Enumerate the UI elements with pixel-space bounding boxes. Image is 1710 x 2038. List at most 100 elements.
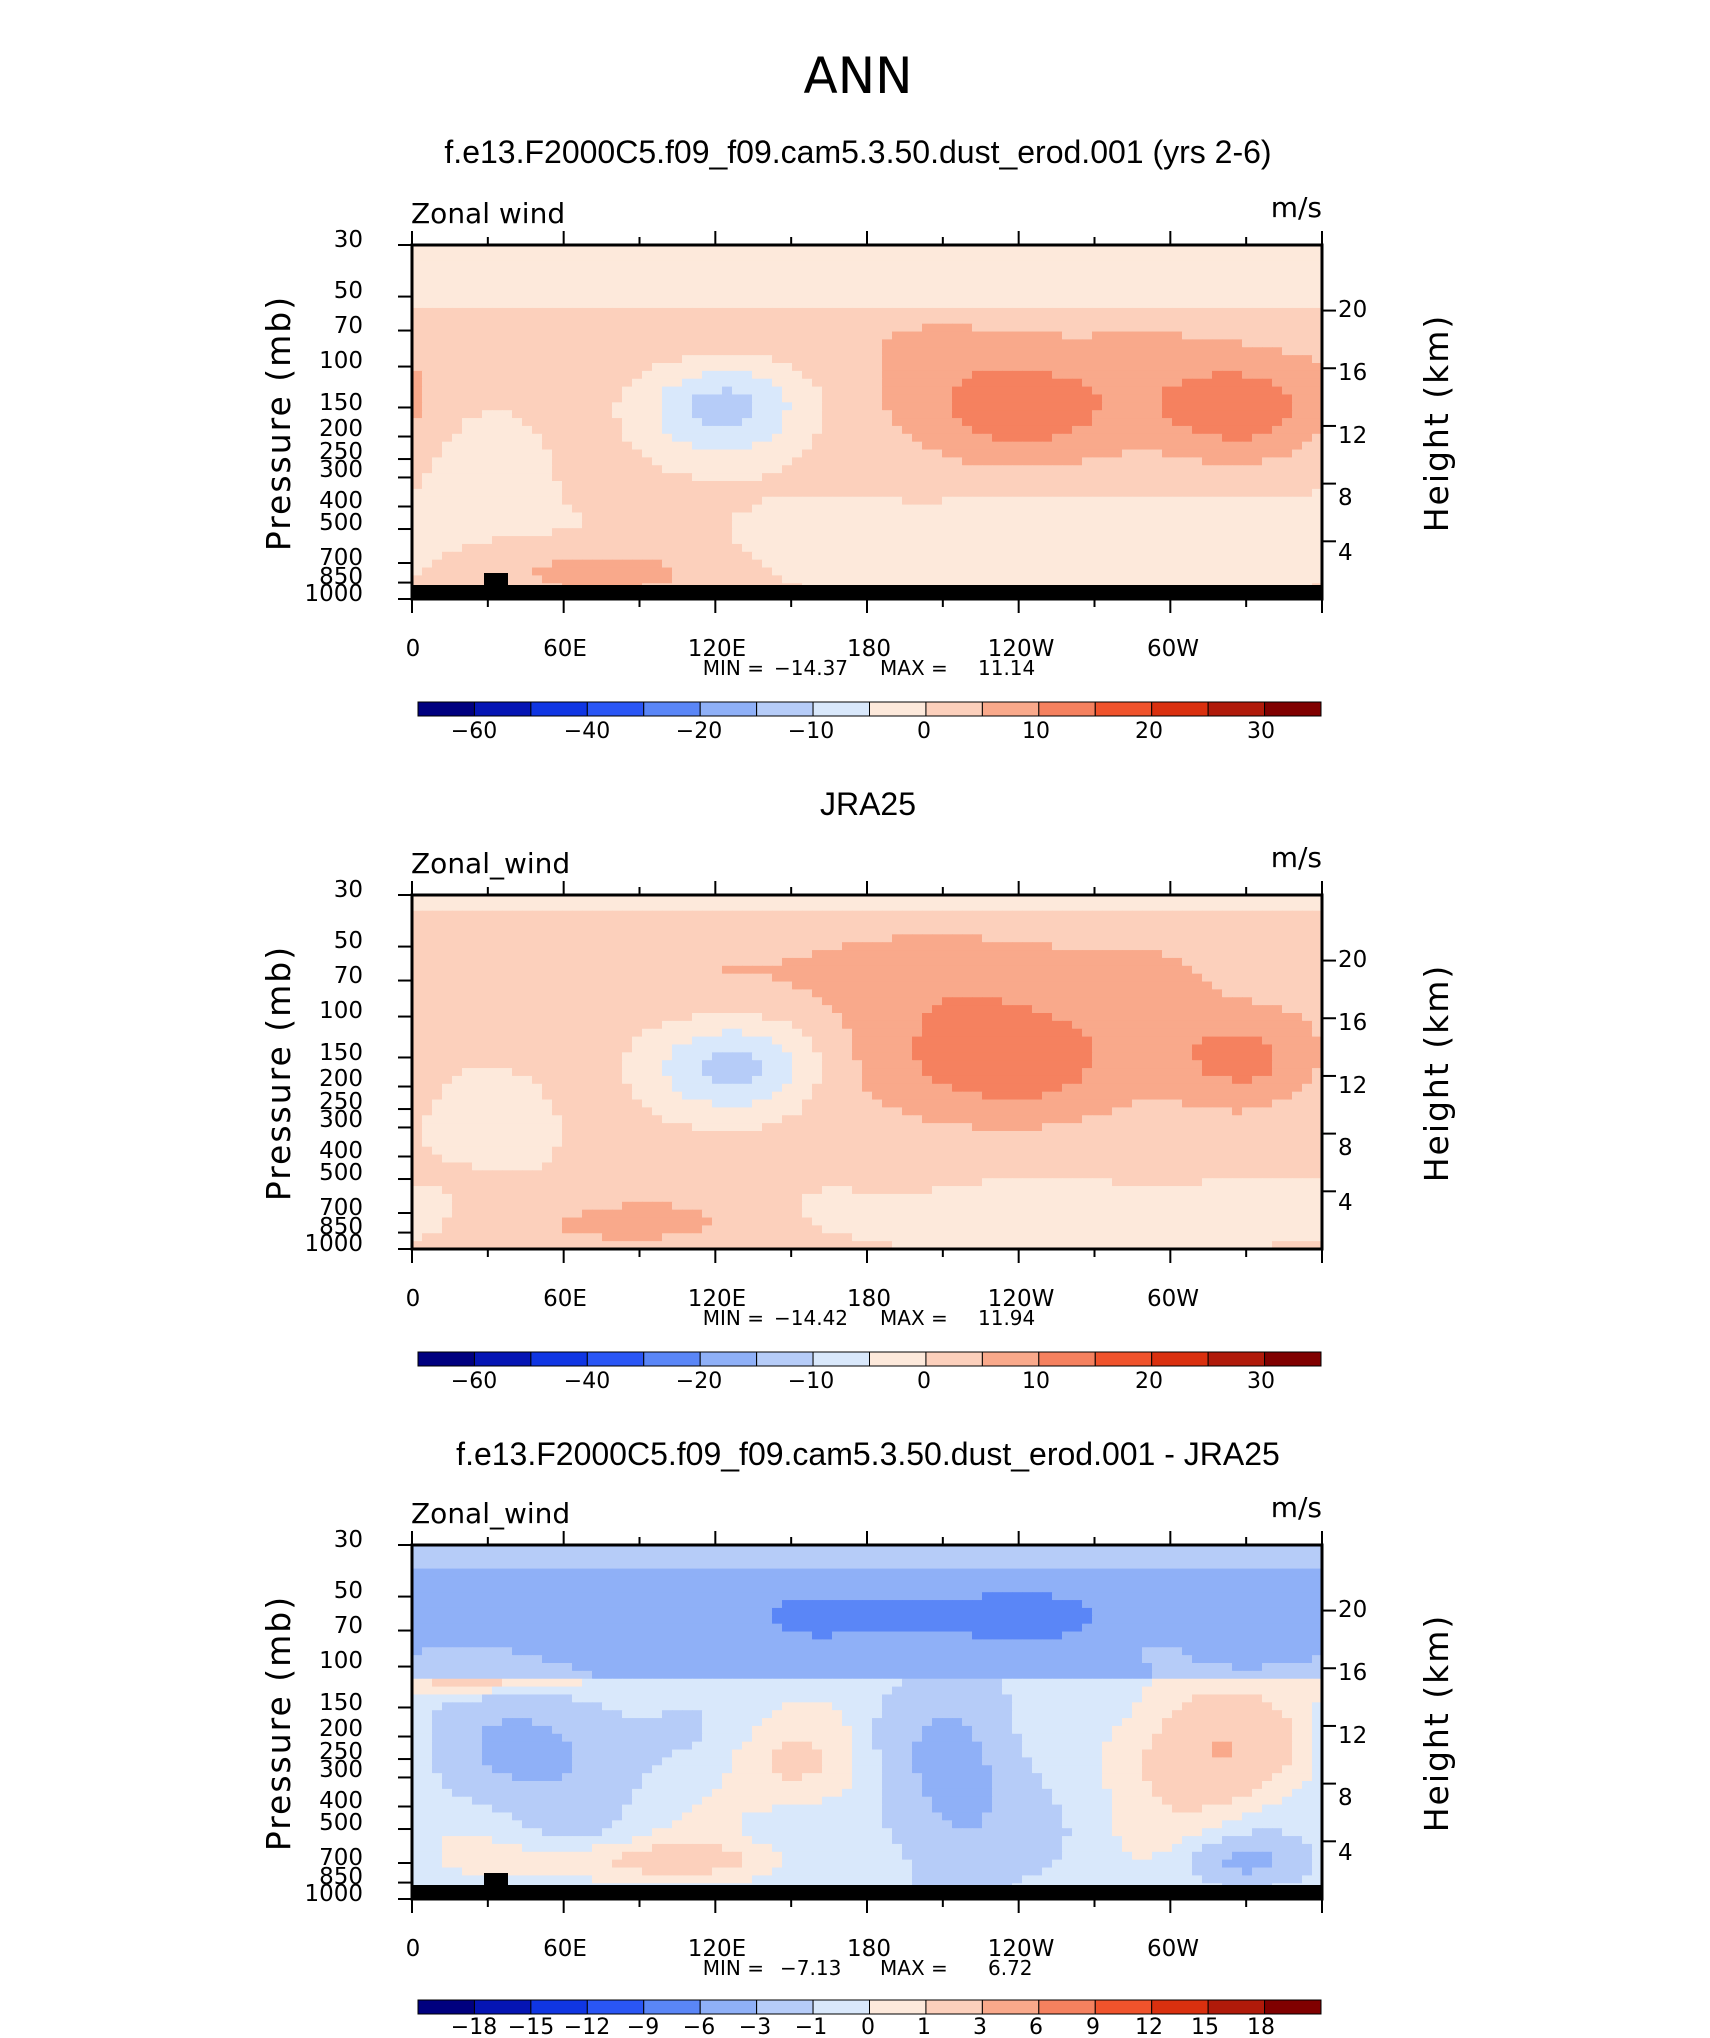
field-cell	[412, 433, 423, 443]
field-cell	[1262, 934, 1273, 943]
field-cell	[732, 245, 743, 254]
field-cell	[1102, 449, 1113, 458]
field-cell	[1242, 950, 1253, 959]
field-cell	[622, 284, 633, 293]
field-cell	[822, 441, 833, 451]
panel-title: JRA25	[820, 786, 916, 822]
field-cell	[642, 339, 653, 348]
field-cell	[492, 528, 503, 537]
field-cell	[1252, 575, 1263, 584]
field-cell	[522, 425, 533, 435]
field-cell	[462, 465, 473, 474]
field-cell	[432, 292, 443, 301]
field-cell	[652, 331, 663, 340]
field-cell	[522, 449, 533, 458]
field-cell	[482, 496, 493, 506]
field-cell	[902, 315, 913, 325]
field-cell	[862, 957, 873, 967]
field-cell	[1212, 355, 1223, 364]
field-cell	[1042, 402, 1053, 411]
field-cell	[1312, 386, 1323, 396]
field-cell	[1232, 950, 1243, 959]
field-cell	[1082, 473, 1093, 482]
field-cell	[872, 504, 883, 514]
field-cell	[932, 300, 943, 309]
field-cell	[1112, 496, 1123, 506]
field-cell	[1272, 942, 1283, 951]
field-cell	[892, 957, 903, 967]
field-cell	[622, 315, 633, 325]
field-cell	[522, 473, 533, 482]
field-cell	[622, 481, 633, 490]
field-cell	[872, 370, 883, 380]
y-axis-left: 30 50 70 100 150 200 250 300 400 500 700…	[259, 227, 363, 607]
field-cell	[902, 934, 913, 943]
colorbar-swatch	[1207, 701, 1266, 717]
field-cell	[1282, 245, 1293, 254]
field-cell	[742, 292, 753, 301]
field-cell	[902, 575, 913, 584]
field-cell	[412, 339, 423, 348]
field-cell	[1162, 276, 1173, 285]
field-cell	[1292, 950, 1303, 959]
field-cell	[912, 315, 923, 325]
field-cell	[872, 543, 883, 553]
field-cell	[892, 418, 903, 427]
field-cell	[1082, 449, 1093, 458]
field-cell	[1072, 363, 1083, 372]
field-cell	[1102, 323, 1113, 333]
field-cell	[592, 331, 603, 340]
field-cell	[942, 260, 953, 270]
field-cell	[442, 934, 453, 943]
field-cell	[1022, 536, 1033, 545]
field-cell	[912, 307, 923, 317]
field-cell	[842, 402, 853, 411]
field-cell	[442, 575, 453, 584]
field-cell	[632, 347, 643, 356]
field-cell	[462, 402, 473, 411]
field-cell	[1132, 457, 1143, 466]
field-cell	[692, 284, 703, 293]
field-cell	[662, 402, 673, 411]
field-cell	[1142, 252, 1153, 262]
field-cell	[492, 402, 503, 411]
field-cell	[902, 465, 913, 474]
height-tick-label: 8	[1338, 485, 1353, 511]
field-cell	[1062, 268, 1073, 278]
field-cell	[942, 910, 953, 920]
field-cell	[1062, 315, 1073, 325]
field-cell	[1112, 425, 1123, 435]
field-cell	[852, 473, 863, 482]
field-cell	[852, 575, 863, 584]
field-cell	[1062, 402, 1073, 411]
field-cell	[732, 292, 743, 301]
field-cell	[522, 488, 533, 498]
field-cell	[1312, 551, 1323, 561]
field-cell	[932, 918, 943, 928]
field-cell	[752, 394, 763, 403]
field-cell	[1292, 496, 1303, 506]
field-cell	[1252, 370, 1263, 380]
field-cell	[822, 370, 833, 380]
field-cell	[472, 315, 483, 325]
field-cell	[1282, 543, 1293, 553]
field-cell	[1112, 520, 1123, 529]
field-cell	[1212, 528, 1223, 537]
field-cell	[542, 926, 553, 935]
field-cell	[1012, 268, 1023, 278]
field-cell	[1062, 910, 1073, 920]
field-cell	[862, 355, 873, 364]
field-cell	[1172, 355, 1183, 364]
field-cell	[1062, 355, 1073, 364]
x-tick-label: 180	[847, 636, 891, 662]
field-cell	[902, 543, 913, 553]
field-cell	[662, 520, 673, 529]
field-cell	[832, 528, 843, 537]
field-cell	[862, 268, 873, 278]
field-cell	[572, 895, 583, 904]
field-cell	[1302, 276, 1313, 285]
field-cell	[452, 551, 463, 561]
field-cell	[802, 300, 813, 309]
field-cell	[732, 449, 743, 458]
field-cell	[1302, 934, 1313, 943]
